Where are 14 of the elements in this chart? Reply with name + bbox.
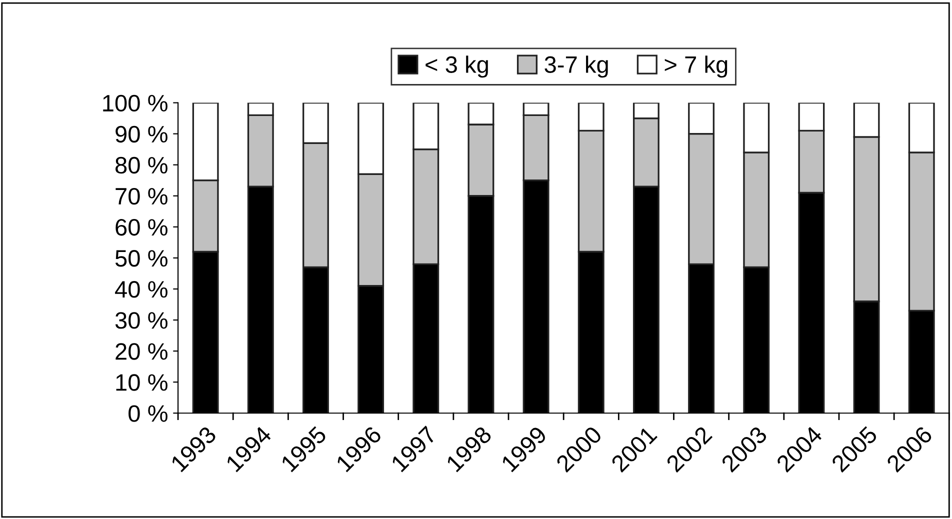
legend-label: < 3 kg <box>426 56 488 78</box>
y-tick-label: 100 % <box>103 94 168 112</box>
y-tick-label: 40 % <box>115 281 168 298</box>
y-tick-label: 80 % <box>116 156 168 174</box>
y-tick-label: 30 % <box>115 312 168 329</box>
y-tick-label: 90 % <box>116 126 168 143</box>
y-tick-label: 50 % <box>115 250 168 267</box>
legend-label: > 7 kg <box>664 56 728 78</box>
y-tick-label: 20 % <box>116 343 168 360</box>
y-tick-label: 60 % <box>116 218 168 236</box>
y-tick-label: 70 % <box>116 188 168 205</box>
y-tick-label: 10 % <box>116 374 168 391</box>
y-tick-label: 0 % <box>128 405 168 422</box>
legend-label: 3-7 kg <box>544 56 608 78</box>
